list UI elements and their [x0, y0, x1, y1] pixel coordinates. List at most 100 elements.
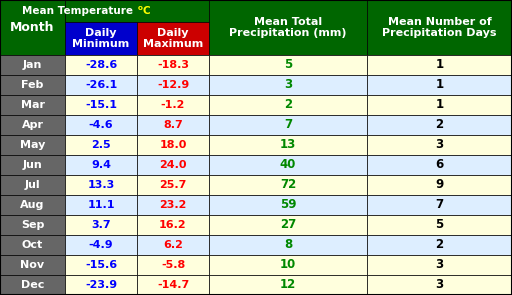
Bar [0, 95, 65, 115]
Bar [367, 75, 512, 95]
Bar [367, 95, 512, 115]
Bar [209, 195, 367, 215]
Text: 1: 1 [435, 99, 443, 112]
Bar [137, 155, 209, 175]
Text: -23.9: -23.9 [85, 280, 117, 290]
Bar [367, 195, 512, 215]
Bar [65, 155, 137, 175]
Text: -15.6: -15.6 [85, 260, 117, 270]
Bar [137, 215, 209, 235]
Text: 3: 3 [435, 278, 443, 291]
Text: Apr: Apr [22, 120, 44, 130]
Bar [65, 275, 137, 295]
Bar [0, 195, 65, 215]
Text: -26.1: -26.1 [85, 80, 117, 90]
Bar [0, 175, 65, 195]
Text: 3: 3 [435, 138, 443, 152]
Text: 1: 1 [435, 78, 443, 91]
Bar [65, 115, 137, 135]
Text: 5: 5 [284, 58, 292, 71]
Bar [0, 275, 65, 295]
Bar [65, 95, 137, 115]
Text: 27: 27 [280, 219, 296, 232]
Text: Aug: Aug [20, 200, 45, 210]
Text: 24.0: 24.0 [159, 160, 187, 170]
Text: 40: 40 [280, 158, 296, 171]
Bar [137, 75, 209, 95]
Bar [137, 95, 209, 115]
Bar [0, 115, 65, 135]
Bar [209, 235, 367, 255]
Bar [209, 275, 367, 295]
Text: 18.0: 18.0 [159, 140, 187, 150]
Bar [367, 135, 512, 155]
Text: 3: 3 [435, 258, 443, 271]
Bar [367, 155, 512, 175]
Text: Daily
Minimum: Daily Minimum [72, 28, 130, 49]
Bar [367, 0, 512, 55]
Bar [65, 235, 137, 255]
Bar [0, 75, 65, 95]
Bar [209, 95, 367, 115]
Bar [137, 175, 209, 195]
Text: 1: 1 [435, 58, 443, 71]
Text: Mean Number of
Precipitation Days: Mean Number of Precipitation Days [382, 17, 497, 38]
Text: Sep: Sep [21, 220, 44, 230]
Text: 9.4: 9.4 [91, 160, 111, 170]
Text: Mean Temperature: Mean Temperature [23, 6, 137, 16]
Bar [137, 55, 209, 75]
Bar [209, 255, 367, 275]
Bar [367, 115, 512, 135]
Text: Jan: Jan [23, 60, 42, 70]
Text: 6: 6 [435, 158, 443, 171]
Text: 2: 2 [435, 238, 443, 252]
Text: 9: 9 [435, 178, 443, 191]
Bar [65, 22, 137, 55]
Bar [209, 115, 367, 135]
Text: 16.2: 16.2 [159, 220, 187, 230]
Bar [65, 55, 137, 75]
Text: 13.3: 13.3 [88, 180, 115, 190]
Bar [137, 275, 209, 295]
Text: -12.9: -12.9 [157, 80, 189, 90]
Text: 23.2: 23.2 [159, 200, 187, 210]
Bar [209, 0, 367, 55]
Text: 72: 72 [280, 178, 296, 191]
Text: 2: 2 [435, 119, 443, 132]
Text: 13: 13 [280, 138, 296, 152]
Bar [367, 215, 512, 235]
Bar [0, 55, 65, 75]
Text: Nov: Nov [20, 260, 45, 270]
Bar [65, 75, 137, 95]
Text: $\mathbf{^oC}$: $\mathbf{^oC}$ [137, 5, 152, 17]
Bar [209, 155, 367, 175]
Bar [367, 175, 512, 195]
Text: Jul: Jul [25, 180, 40, 190]
Text: Daily
Maximum: Daily Maximum [143, 28, 203, 49]
Text: Mean Total
Precipitation (mm): Mean Total Precipitation (mm) [229, 17, 347, 38]
Bar [367, 55, 512, 75]
Bar [0, 215, 65, 235]
Text: Month: Month [10, 21, 55, 34]
Text: 7: 7 [435, 199, 443, 212]
Bar [0, 255, 65, 275]
Bar [209, 75, 367, 95]
Text: -5.8: -5.8 [161, 260, 185, 270]
Text: Jun: Jun [23, 160, 42, 170]
Text: Mar: Mar [20, 100, 45, 110]
Text: 8.7: 8.7 [163, 120, 183, 130]
Bar [137, 115, 209, 135]
Text: 59: 59 [280, 199, 296, 212]
Bar [0, 155, 65, 175]
Bar [209, 215, 367, 235]
Text: 8: 8 [284, 238, 292, 252]
Bar [137, 135, 209, 155]
Text: 6.2: 6.2 [163, 240, 183, 250]
Text: -18.3: -18.3 [157, 60, 189, 70]
Text: -28.6: -28.6 [85, 60, 117, 70]
Bar [0, 135, 65, 155]
Bar [137, 195, 209, 215]
Text: 2: 2 [284, 99, 292, 112]
Bar [65, 255, 137, 275]
Text: 7: 7 [284, 119, 292, 132]
